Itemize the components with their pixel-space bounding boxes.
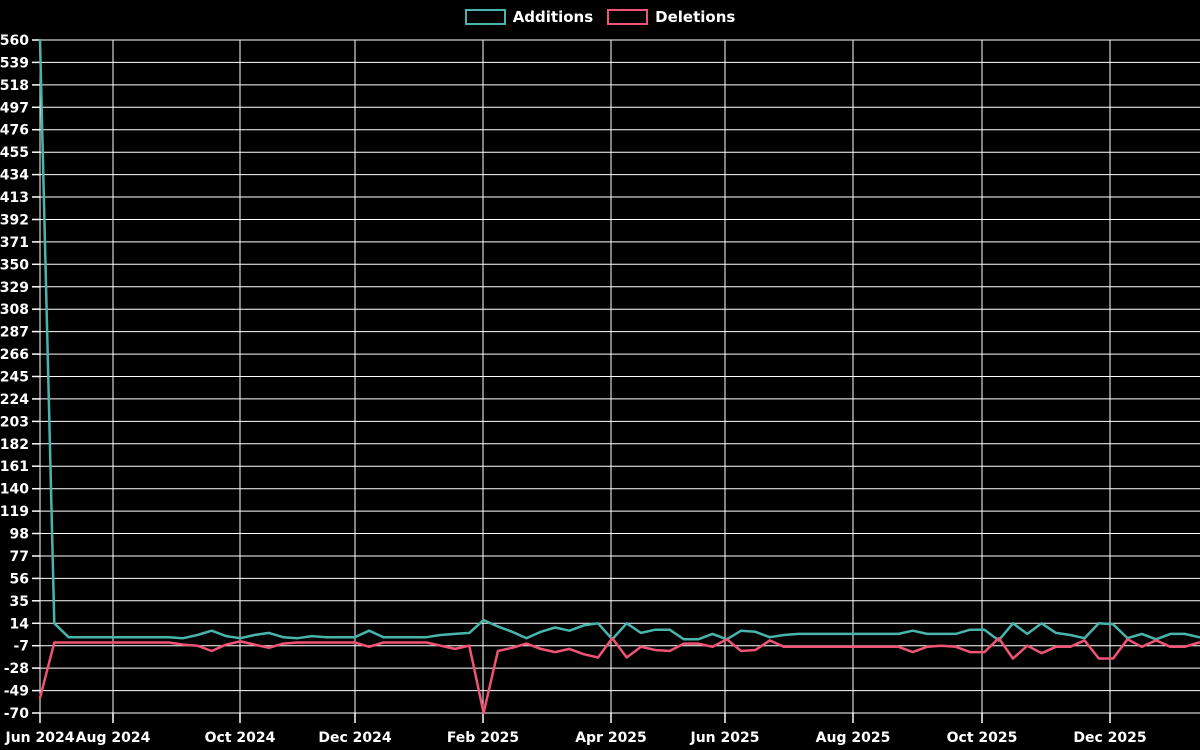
x-tick-label: Feb 2025 — [447, 730, 519, 746]
y-tick-label: 182 — [0, 437, 29, 453]
y-tick-label: 497 — [0, 100, 29, 116]
y-tick-label: 350 — [0, 257, 29, 273]
legend-item-additions[interactable]: Additions — [464, 8, 594, 26]
deletions-line — [38, 636, 1200, 715]
y-tick-label: 98 — [10, 527, 29, 543]
y-tick-label: 455 — [0, 145, 29, 161]
x-tick-label: Oct 2025 — [947, 730, 1018, 746]
y-tick-label: 287 — [0, 325, 29, 341]
y-tick-label: 224 — [0, 392, 29, 408]
y-tick-label: 14 — [10, 616, 30, 632]
x-tick-label: Dec 2025 — [1073, 730, 1146, 746]
x-tick-label: Apr 2025 — [575, 730, 647, 746]
x-tick-label: Oct 2024 — [205, 730, 276, 746]
additions-legend-label: Additions — [512, 8, 594, 26]
x-tick-label: Aug 2025 — [816, 730, 891, 746]
y-tick-label: 245 — [0, 370, 29, 386]
y-tick-label: 266 — [0, 347, 29, 363]
x-grid: Jun 2024 Aug 2024 Oct 2024 Dec 2024 Feb 2025… — [5, 40, 1147, 746]
y-tick-label: 476 — [0, 123, 29, 139]
y-tick-label: 203 — [0, 414, 29, 430]
y-tick-label: 35 — [10, 594, 29, 610]
y-tick-label: 119 — [0, 504, 29, 520]
y-tick-label: 518 — [0, 78, 29, 94]
deletions-legend-label: Deletions — [655, 8, 736, 26]
y-tick-label: -28 — [4, 661, 29, 677]
y-tick-label: -70 — [4, 706, 30, 722]
y-tick-label: 413 — [0, 190, 29, 206]
y-tick-label: 392 — [0, 213, 29, 229]
y-tick-label: 329 — [0, 280, 29, 296]
y-tick-label: 161 — [0, 459, 29, 475]
x-tick-label: Jun 2024 — [5, 730, 75, 746]
y-tick-label: 539 — [0, 55, 29, 71]
y-tick-label: -49 — [4, 684, 29, 700]
additions-legend-swatch — [464, 9, 506, 25]
y-tick-label: 77 — [10, 549, 29, 565]
y-tick-label: 308 — [0, 302, 29, 318]
x-tick-label: Aug 2024 — [76, 730, 151, 746]
y-tick-label: 140 — [0, 482, 29, 498]
y-tick-label: 56 — [10, 571, 29, 587]
additions-line — [38, 38, 1200, 642]
chart-legend: Additions Deletions — [0, 9, 1200, 25]
y-tick-label: -7 — [13, 639, 29, 655]
deletions-legend-swatch — [607, 9, 649, 25]
y-tick-label: 560 — [0, 33, 29, 49]
y-tick-label: 371 — [0, 235, 29, 251]
y-grid: 560 539 518 497 476 455 434 413 392 371 350 329 308 2… — [0, 33, 1200, 722]
legend-item-deletions[interactable]: Deletions — [607, 9, 735, 25]
x-tick-label: Dec 2024 — [318, 730, 392, 746]
x-tick-label: Jun 2025 — [690, 730, 760, 746]
y-tick-label: 434 — [0, 168, 29, 184]
